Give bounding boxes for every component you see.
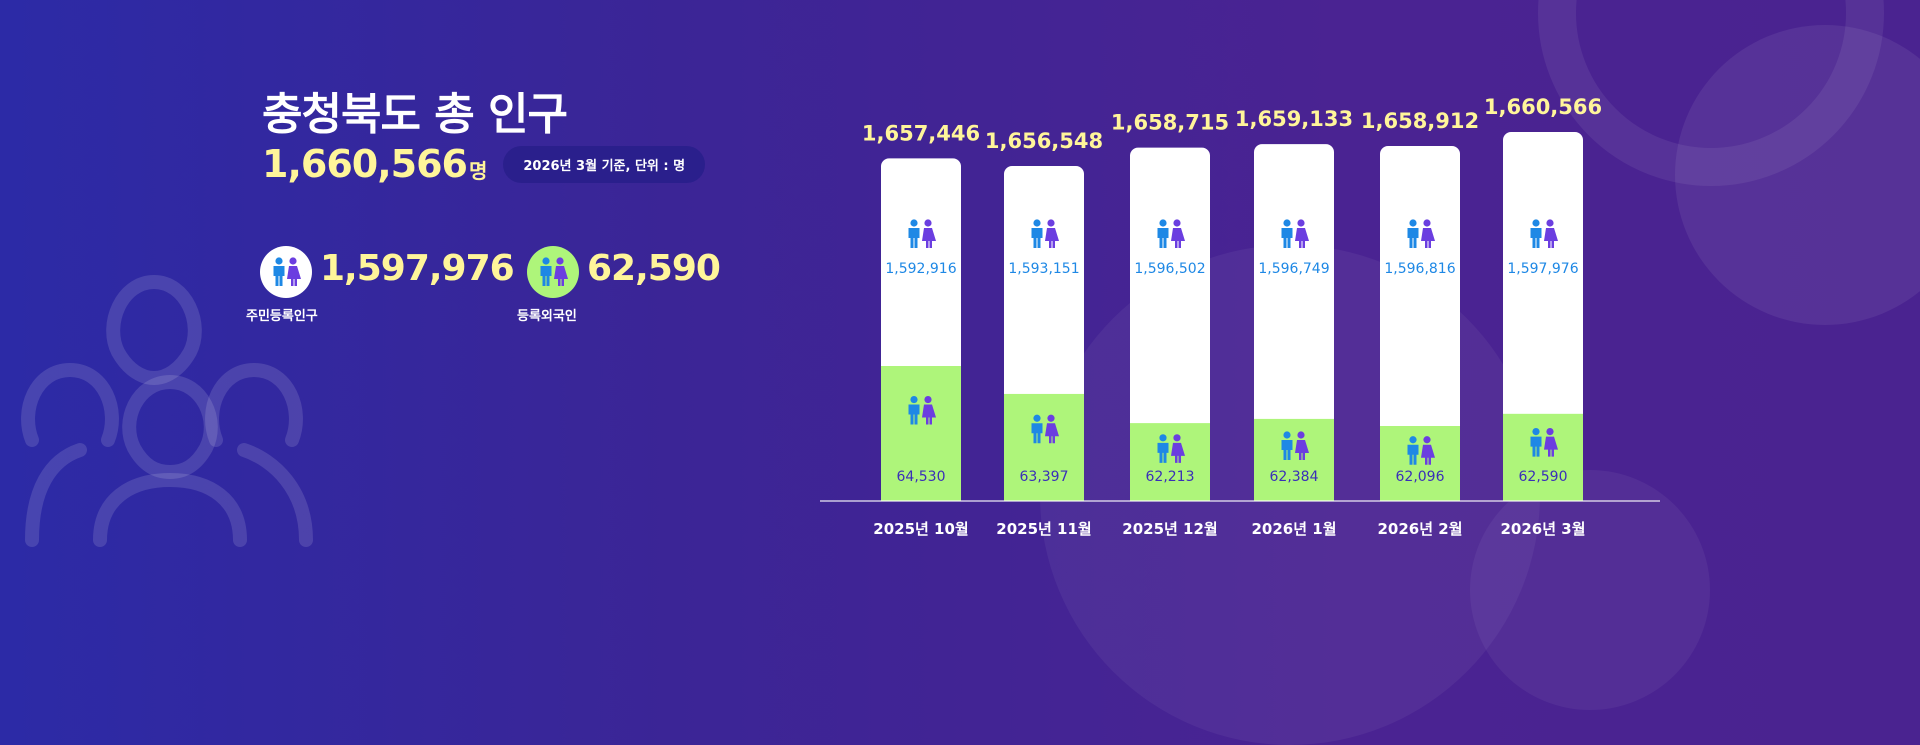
people-icon [1407,219,1435,248]
stat-resident: 1,597,976 주민등록인구 [246,246,515,326]
bar-foreign-label: 62,096 [1396,469,1445,485]
people-icon [540,257,568,286]
people-icon [273,257,301,286]
people-icon [1281,219,1309,248]
bar-foreign [1004,393,1084,501]
people-icon [1031,414,1059,444]
x-tick-label: 2025년 10월 [873,520,968,538]
bar-resident [1004,166,1084,402]
bar-resident-label: 1,592,916 [885,261,956,277]
bar-foreign-label: 62,590 [1519,469,1568,485]
basis-badge: 2026년 3월 기준, 단위 : 명 [503,145,706,183]
resident-icon-circle [260,246,312,298]
bar-resident-label: 1,593,151 [1008,261,1079,277]
x-tick-label: 2025년 12월 [1122,520,1217,538]
bar-resident-label: 1,596,749 [1258,261,1329,277]
total-population-unit: 명 [468,158,488,183]
bar-total-label: 1,659,133 [1235,107,1353,131]
people-icon [908,219,936,248]
bar-total-label: 1,658,715 [1111,111,1229,135]
bar-foreign-label: 63,397 [1020,469,1069,485]
people-outline-icon [21,274,313,547]
bar-foreign [1503,413,1583,501]
bar-foreign [1380,426,1460,501]
bar-resident-label: 1,597,976 [1507,261,1578,277]
people-icon [1530,219,1558,248]
bar-resident [1503,132,1583,422]
people-icon [908,395,936,425]
resident-population-value: 1,597,976 [320,248,515,289]
bar-resident [1380,145,1460,434]
x-tick-label: 2026년 3월 [1500,520,1585,538]
bar-foreign-label: 62,384 [1270,469,1319,485]
x-tick-label: 2026년 2월 [1377,520,1462,538]
population-chart: 1,657,446 1,592,916 64,530 2025년 10월 1,656,5… [861,95,1603,538]
bar-foreign-label: 62,213 [1146,469,1195,485]
stat-foreign: 62,590 등록외국인 [517,246,727,326]
people-icon [1407,436,1435,465]
bar-resident-label: 1,596,502 [1134,261,1205,277]
x-tick-label: 2025년 11월 [996,520,1091,538]
bar-resident [1254,144,1334,427]
bar-resident [881,158,961,374]
bar-total-label: 1,657,446 [862,121,980,145]
bar-total-label: 1,658,912 [1361,109,1479,133]
foreign-population-value: 62,590 [587,248,721,289]
bar-resident-label: 1,596,816 [1384,261,1455,277]
page-title: 충청북도 총 인구 [262,89,568,140]
bar-foreign [1130,423,1210,501]
people-icon [1031,219,1059,248]
total-population: 1,660,566 명 2026년 3월 기준, 단위 : 명 [262,142,706,186]
people-icon [1281,431,1309,460]
bar-total-label: 1,660,566 [1484,95,1602,119]
bar-total-label: 1,656,548 [985,129,1103,153]
people-icon [1530,427,1558,457]
bar-foreign [1254,418,1334,501]
x-tick-label: 2026년 1월 [1251,520,1336,538]
resident-population-label: 주민등록인구 [246,309,318,324]
foreign-icon-circle [527,246,579,298]
bar-resident [1130,147,1210,432]
bar-foreign-label: 64,530 [897,469,946,485]
people-icon [1157,434,1185,463]
total-population-value: 1,660,566 [262,142,468,186]
foreign-population-label: 등록외국인 [517,309,577,324]
people-icon [1157,219,1185,248]
bar-foreign [881,366,961,501]
